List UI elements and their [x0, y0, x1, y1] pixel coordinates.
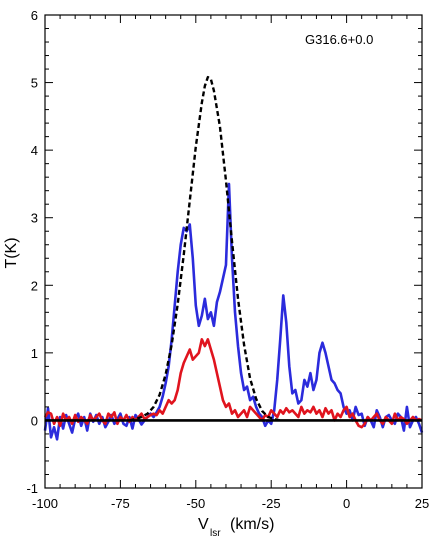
y-axis-title: T(K): [3, 237, 20, 268]
y-tick-label: 4: [31, 143, 38, 158]
series-line-3: [129, 75, 281, 422]
axes: [44, 14, 423, 489]
x-tick-label: -100: [32, 496, 58, 511]
x-tick-label: -75: [111, 496, 130, 511]
series-line-2: [43, 338, 423, 429]
y-tick-label: 1: [31, 346, 38, 361]
tick-marks: [44, 14, 423, 489]
x-tick-label: 25: [415, 496, 429, 511]
y-tick-label: 0: [31, 413, 38, 428]
x-axis-title: V lsr (km/s): [198, 516, 274, 539]
x-tick-label: -25: [262, 496, 281, 511]
y-tick-label: 5: [31, 76, 38, 91]
plot-frame: [44, 14, 423, 489]
x-axis-title-sub: lsr: [210, 528, 221, 539]
y-tick-label: 2: [31, 278, 38, 293]
y-tick-label: 6: [31, 8, 38, 23]
y-tick-label: -1: [26, 481, 38, 496]
tick-labels: -100 -75 -50 -25 0 25 -1 0 1 2 3 4 5 6: [26, 8, 429, 511]
x-tick-label: 0: [343, 496, 350, 511]
x-axis-title-unit: (km/s): [230, 516, 274, 533]
series-line-1: [43, 182, 424, 441]
plot-lines: [43, 75, 424, 441]
annotation-label: G316.6+0.0: [305, 32, 373, 47]
x-axis-title-main: V: [198, 516, 209, 533]
y-tick-label: 3: [31, 211, 38, 226]
x-tick-label: -50: [186, 496, 205, 511]
